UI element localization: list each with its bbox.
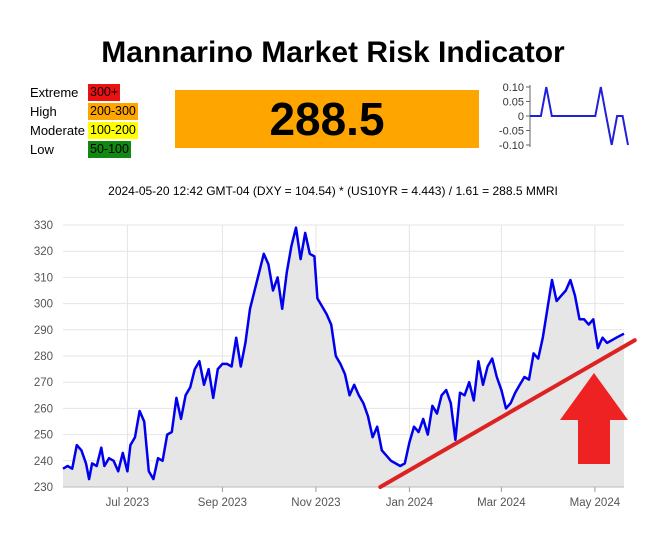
formula-text: 2024-05-20 12:42 GMT-04 (DXY = 104.54) *… xyxy=(108,184,558,198)
legend-range-low: 50-100 xyxy=(88,141,131,158)
legend-range-high: 200-300 xyxy=(88,103,138,120)
sparkline-chart: 0.10 0.05 0 -0.05 -0.10 xyxy=(499,82,629,152)
legend-label-extreme: Extreme xyxy=(30,85,79,100)
x-tick-label: Nov 2023 xyxy=(291,497,340,509)
y-tick-label: 270 xyxy=(34,377,53,389)
legend-label-high: High xyxy=(30,104,57,119)
legend-range-extreme: 300+ xyxy=(88,84,121,101)
spark-y-tick-label: 0.10 xyxy=(503,82,524,94)
x-tick-label: May 2024 xyxy=(570,497,621,509)
trend-line xyxy=(378,338,637,489)
spark-y-tick-label: -0.10 xyxy=(499,140,524,152)
up-arrow-icon xyxy=(560,373,628,464)
x-tick-label: Sep 2023 xyxy=(198,497,247,509)
y-tick-label: 320 xyxy=(34,246,53,258)
spark-y-tick-label: -0.05 xyxy=(499,126,524,138)
y-tick-label: 280 xyxy=(34,351,53,363)
x-tick-label: Mar 2024 xyxy=(477,497,526,509)
y-tick-label: 290 xyxy=(34,325,53,337)
legend-label-low: Low xyxy=(30,142,54,157)
legend-range-moderate: 100-200 xyxy=(88,122,138,139)
y-tick-label: 330 xyxy=(34,220,53,232)
legend-label-moderate: Moderate xyxy=(30,123,85,138)
x-tick-label: Jan 2024 xyxy=(386,497,434,509)
y-tick-label: 250 xyxy=(34,430,53,442)
mmri-history-chart: 230 240 250 260 270 280 290 300 310 320 330 Jul 202… xyxy=(34,220,637,509)
current-value-box: 288.5 xyxy=(175,90,479,148)
page-title: Mannarino Market Risk Indicator xyxy=(101,36,565,69)
y-tick-label: 230 xyxy=(34,482,53,494)
mmri-line xyxy=(62,226,625,481)
y-tick-label: 260 xyxy=(34,403,53,415)
y-tick-label: 300 xyxy=(34,299,53,311)
y-tick-label: 240 xyxy=(34,456,53,468)
spark-y-tick-label: 0 xyxy=(518,111,524,123)
mmri-area-fill xyxy=(63,227,624,487)
spark-line xyxy=(530,86,629,146)
y-tick-label: 310 xyxy=(34,272,53,284)
x-tick-label: Jul 2023 xyxy=(106,497,149,509)
spark-y-tick-label: 0.05 xyxy=(503,97,524,109)
